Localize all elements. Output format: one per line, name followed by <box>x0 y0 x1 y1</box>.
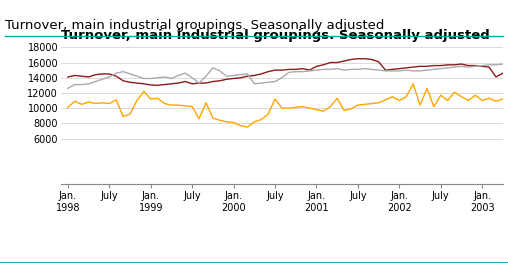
Text: Turnover, main industrial groupings. Seasonally adjusted: Turnover, main industrial groupings. Sea… <box>61 29 490 42</box>
Text: Turnover, main industrial groupings. Seasonally adjusted: Turnover, main industrial groupings. Sea… <box>5 19 385 32</box>
